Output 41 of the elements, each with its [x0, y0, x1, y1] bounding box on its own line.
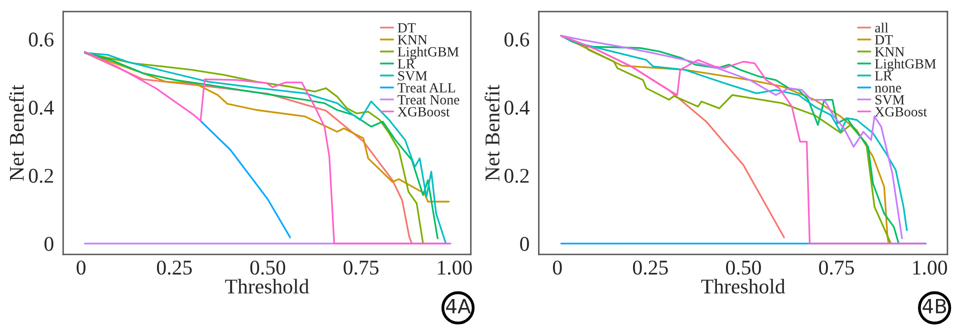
legend-label: KNN [874, 47, 904, 56]
y-axis-title: Net Benefit [484, 84, 500, 181]
x-tick-label: 0 [552, 260, 562, 275]
legend-label: DT [874, 35, 893, 44]
legend-label: none [874, 86, 902, 92]
legend-label: SVM [876, 95, 904, 105]
y-tick-label: 0.6 [28, 32, 54, 47]
legend-label: XGBoost [398, 107, 450, 116]
x-axis-title: Threshold [225, 278, 309, 294]
x-tick-label: 0.75 [344, 260, 378, 275]
text: 4B [922, 299, 946, 314]
legend-label: all [875, 22, 888, 33]
y-tick-label: 0.6 [504, 32, 530, 47]
x-axis-title: Threshold [701, 278, 786, 294]
x-tick-label: 0.50 [726, 260, 761, 275]
legend-label: Treat None [398, 95, 460, 104]
y-tick-label: 0.4 [28, 100, 54, 115]
text: 4A [446, 299, 471, 314]
y-tick-label: 0.2 [28, 168, 53, 183]
legend-label: Treat ALL [398, 83, 456, 92]
y-tick-label: 0.2 [504, 168, 529, 183]
legend-label: KNN [398, 35, 428, 44]
x-tick-label: 0 [76, 260, 86, 275]
x-tick-label: 1.00 [438, 260, 472, 275]
x-tick-label: 1.00 [913, 260, 947, 275]
y-axis-title: Net Benefit [8, 84, 24, 181]
legend-label: LR [874, 71, 892, 80]
legend-label: LightGBM [874, 58, 936, 72]
x-tick-label: 0.50 [250, 260, 286, 275]
x-tick-label: 0.25 [156, 260, 192, 275]
legend-label: LightGBM [398, 46, 459, 60]
legend-label: DT [398, 23, 416, 32]
y-tick-label: 0 [44, 236, 54, 251]
y-tick-label: 0.4 [504, 100, 530, 115]
legend-label: XGBoost [874, 107, 927, 116]
legend-label: LR [398, 59, 416, 68]
line-series [200, 120, 291, 238]
legend-label: SVM [398, 71, 428, 81]
x-tick-label: 0.75 [819, 260, 854, 275]
x-tick-label: 0.25 [633, 260, 668, 275]
y-tick-label: 0 [520, 236, 529, 251]
